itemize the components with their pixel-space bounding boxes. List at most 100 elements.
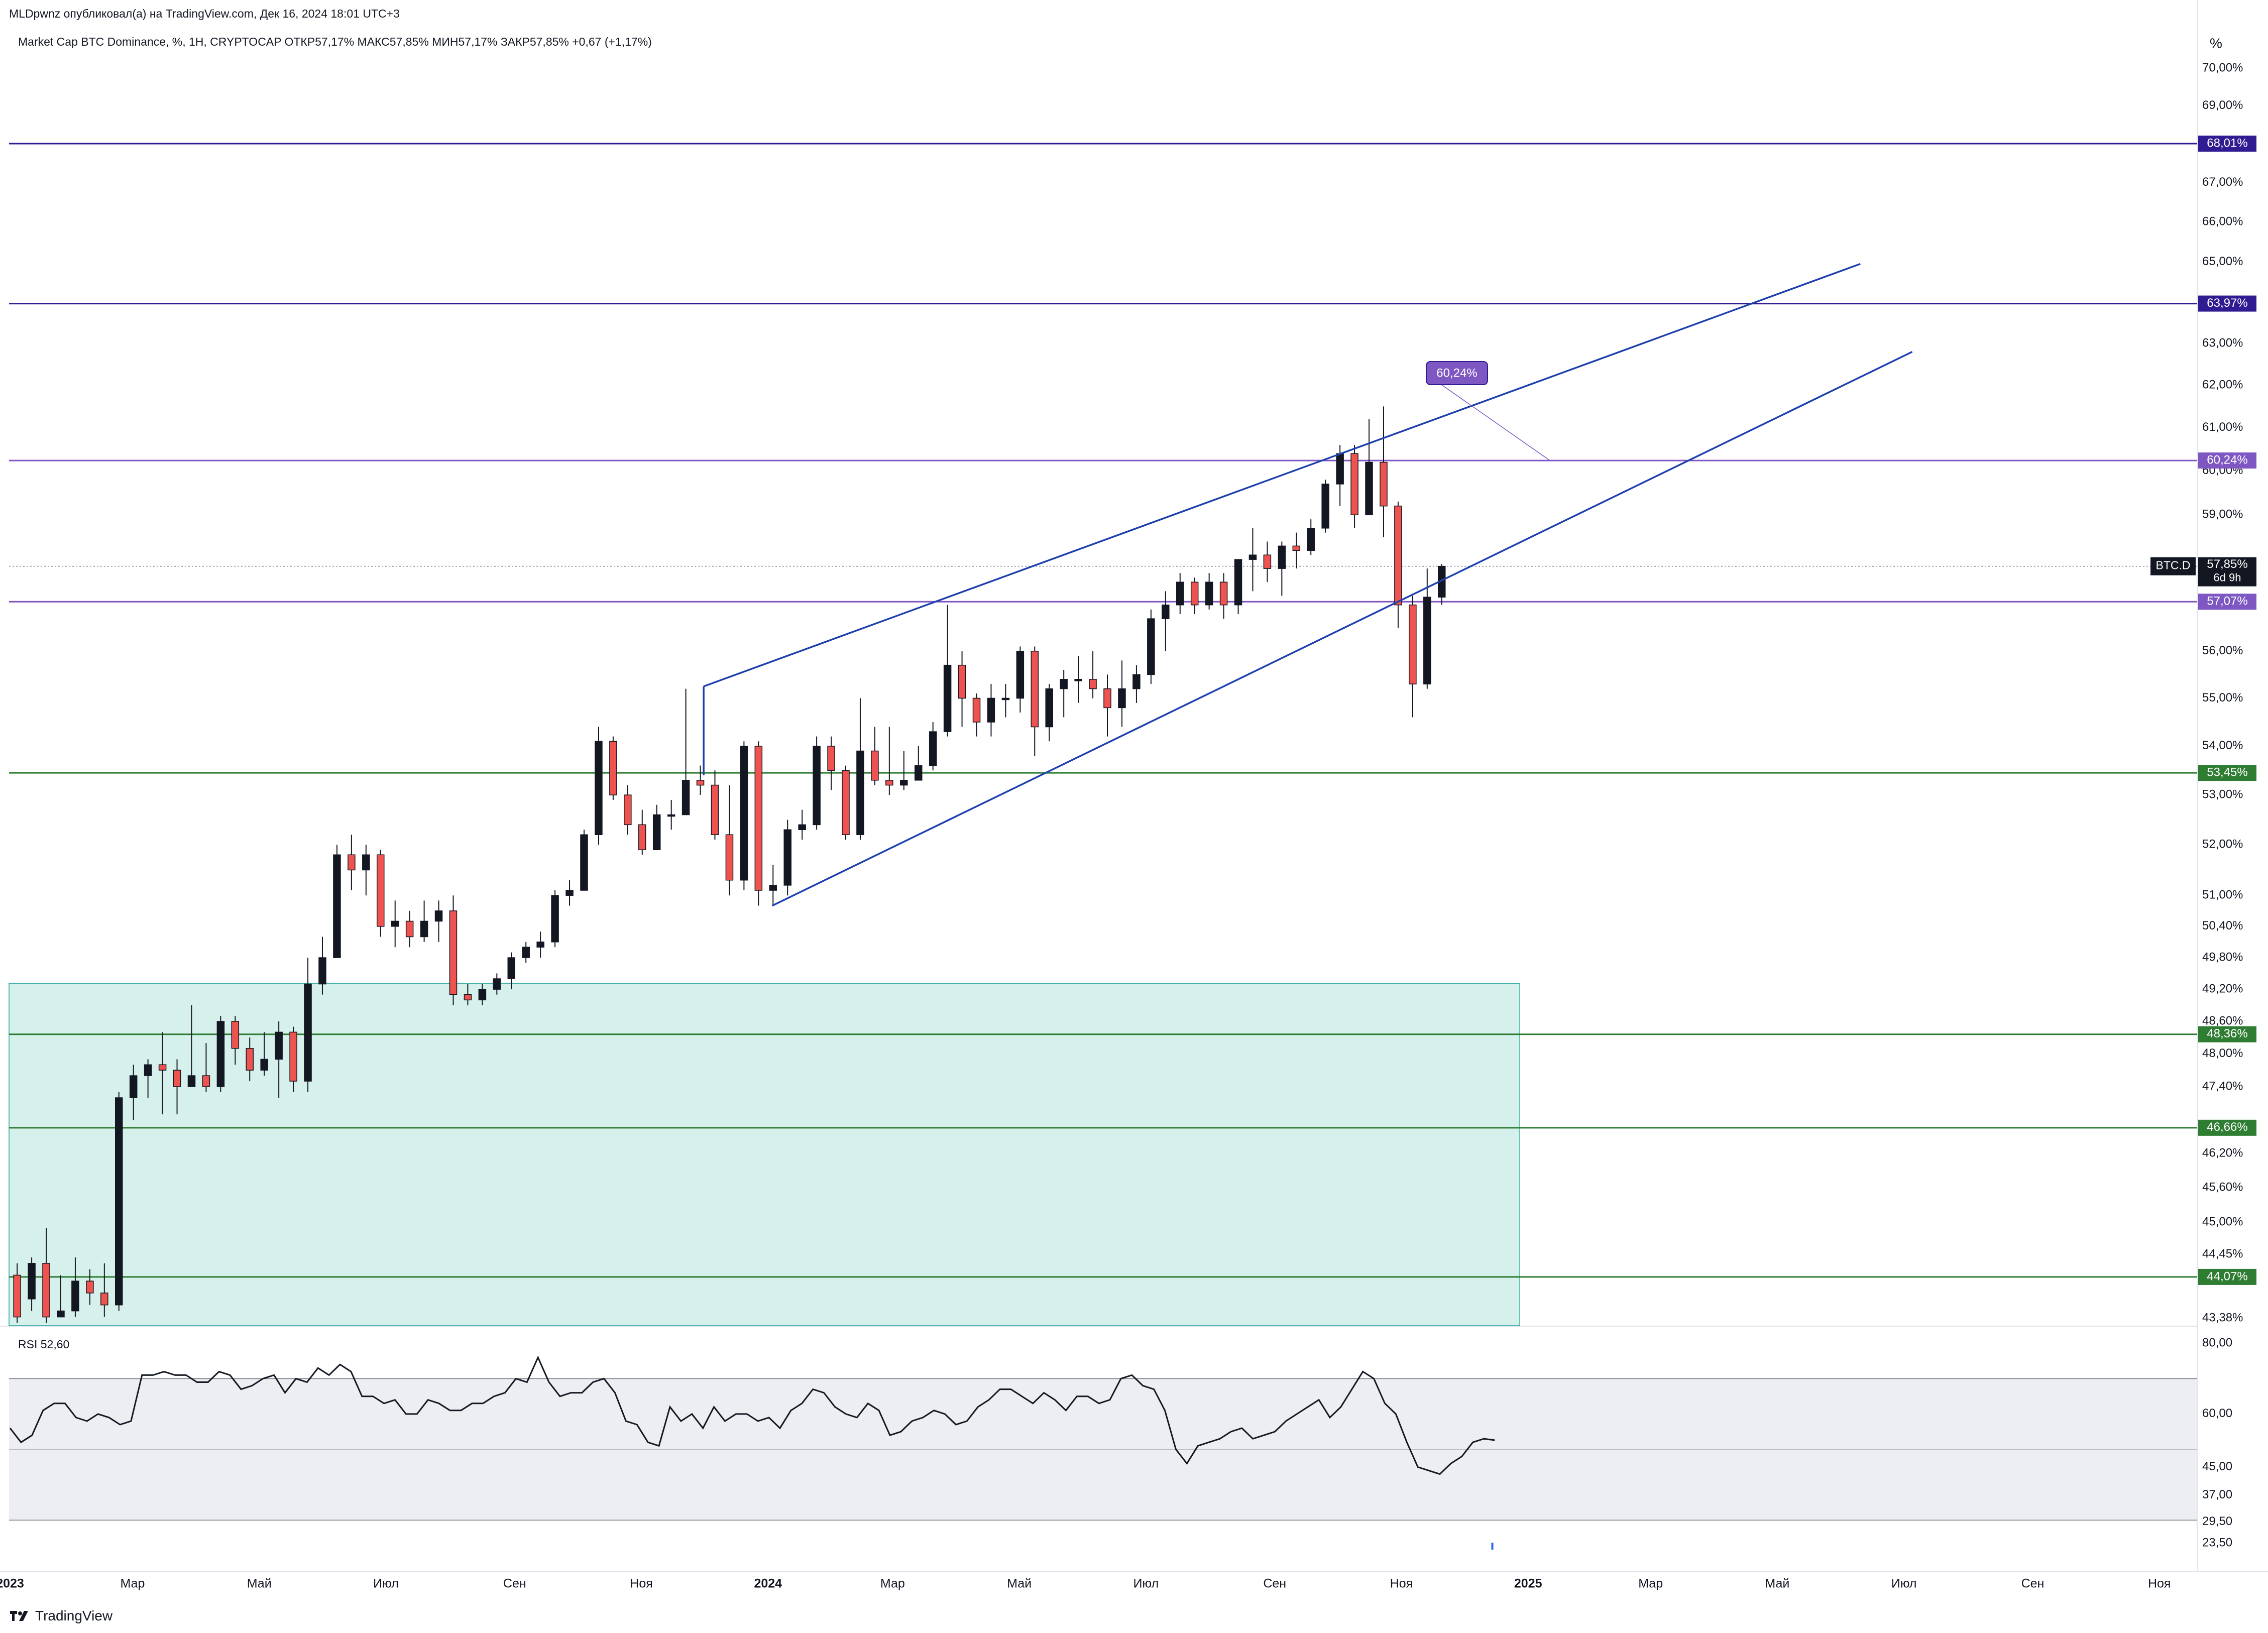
time-tick-label: Мар (1638, 1577, 1663, 1591)
candle-body (202, 1075, 210, 1087)
price-tick-label: 70,00% (2202, 61, 2243, 74)
candle-body (638, 824, 646, 850)
candle-body (1060, 679, 1068, 689)
time-tick-label: Ноя (1390, 1577, 1413, 1591)
candle-body (1307, 528, 1315, 551)
price-tick-label: 59,00% (2202, 508, 2243, 521)
candle-body (420, 920, 428, 938)
price-tick-label: 48,00% (2202, 1046, 2243, 1060)
candle-body (246, 1047, 254, 1071)
rsi-series-line (9, 1355, 1495, 1475)
rsi-tick-label: 23,50 (2202, 1536, 2232, 1549)
rsi-tick-label: 37,00 (2202, 1488, 2232, 1501)
candle-body (260, 1059, 268, 1071)
candle-body (318, 957, 326, 985)
tradingview-logo[interactable]: TradingView (9, 1608, 112, 1624)
price-tick-label: 53,00% (2202, 787, 2243, 801)
candle-body (275, 1031, 283, 1060)
candle-body (1394, 505, 1402, 606)
candle-body (624, 794, 632, 826)
candle-body (1132, 674, 1141, 689)
price-tick-label: 63,00% (2202, 336, 2243, 349)
candle-body (71, 1280, 79, 1312)
candle-body (958, 664, 966, 699)
candle-body (1321, 484, 1329, 529)
candle-body (449, 910, 458, 995)
level-price-label: 60,24% (2207, 453, 2247, 466)
candle-body (405, 920, 414, 938)
candle-body (391, 920, 399, 927)
candle-body (900, 780, 908, 786)
level-price-label: 44,07% (2207, 1269, 2247, 1283)
level-price-label: 48,36% (2207, 1027, 2247, 1040)
candle-body (187, 1075, 196, 1087)
candle-body (493, 978, 501, 990)
candle-body (725, 834, 734, 881)
candle-body (522, 947, 530, 958)
candle-body (682, 780, 690, 815)
candle-body (1016, 650, 1025, 699)
price-tick-label: 49,20% (2202, 982, 2243, 995)
candle-body (28, 1263, 36, 1300)
price-tick-label: 45,00% (2202, 1215, 2243, 1229)
candle-body (507, 957, 516, 979)
level-price-tag (2198, 1026, 2256, 1042)
candle-body (609, 741, 617, 795)
candle-body (783, 829, 791, 886)
channel-lower-line (771, 351, 1913, 907)
candle-body (216, 1021, 225, 1087)
price-tick-label: 56,00% (2202, 644, 2243, 657)
plot-background (9, 0, 2197, 1572)
time-tick-label: Мар (880, 1577, 905, 1591)
time-tick-label: Май (1007, 1577, 1032, 1591)
time-tick-label: Июл (1133, 1577, 1159, 1591)
rsi-tick-label: 45,00 (2202, 1460, 2232, 1473)
candle-body (711, 784, 719, 835)
candle-body (1380, 461, 1388, 507)
candle-body (580, 834, 588, 891)
price-tick-label: 46,20% (2202, 1146, 2243, 1160)
candle-body (972, 697, 981, 723)
price-tick-label: 55,00% (2202, 691, 2243, 705)
candle-body (871, 750, 879, 781)
price-tick-label: 69,00% (2202, 98, 2243, 112)
level-price-label: 68,01% (2207, 136, 2247, 150)
candle-body (914, 765, 923, 781)
rsi-label: RSI 52,60 (18, 1338, 70, 1351)
candle-body (1234, 559, 1242, 606)
level-price-tag (2198, 295, 2256, 312)
candle-body (1147, 618, 1155, 675)
level-price-tag (2198, 136, 2256, 152)
level-price-tag (2198, 594, 2256, 610)
level-price-tag (2198, 1268, 2256, 1285)
time-tick-label: Сен (1263, 1577, 1286, 1591)
time-tick-label: Май (1765, 1577, 1789, 1591)
candle-body (1423, 597, 1431, 684)
rsi-tick-label: 80,00 (2202, 1336, 2232, 1349)
axis-unit-label: % (2210, 35, 2222, 51)
level-price-tag (2198, 452, 2256, 469)
candle-body (885, 780, 893, 786)
time-tick-label: Ноя (630, 1577, 653, 1591)
time-tick-label: Июл (373, 1577, 399, 1591)
candle-body (1365, 461, 1373, 516)
candle-body (551, 895, 559, 943)
level-price-label: 57,07% (2207, 595, 2247, 608)
candle-body (667, 814, 675, 817)
candle-body (595, 741, 603, 835)
symbol-tag (2150, 557, 2196, 575)
candle-body (1162, 604, 1170, 619)
time-tick-label: 2025 (1514, 1577, 1542, 1591)
candle-body (1176, 581, 1184, 606)
price-tick-label: 48,60% (2202, 1014, 2243, 1027)
candle-body (100, 1293, 108, 1306)
candle-body (158, 1064, 167, 1071)
candle-body (478, 989, 487, 1001)
candle-body (740, 746, 748, 881)
candle-body (333, 854, 341, 958)
candle-body (1001, 697, 1010, 701)
candle-body (42, 1263, 50, 1318)
candle-body (1263, 554, 1272, 569)
price-tick-label: 50,40% (2202, 919, 2243, 932)
